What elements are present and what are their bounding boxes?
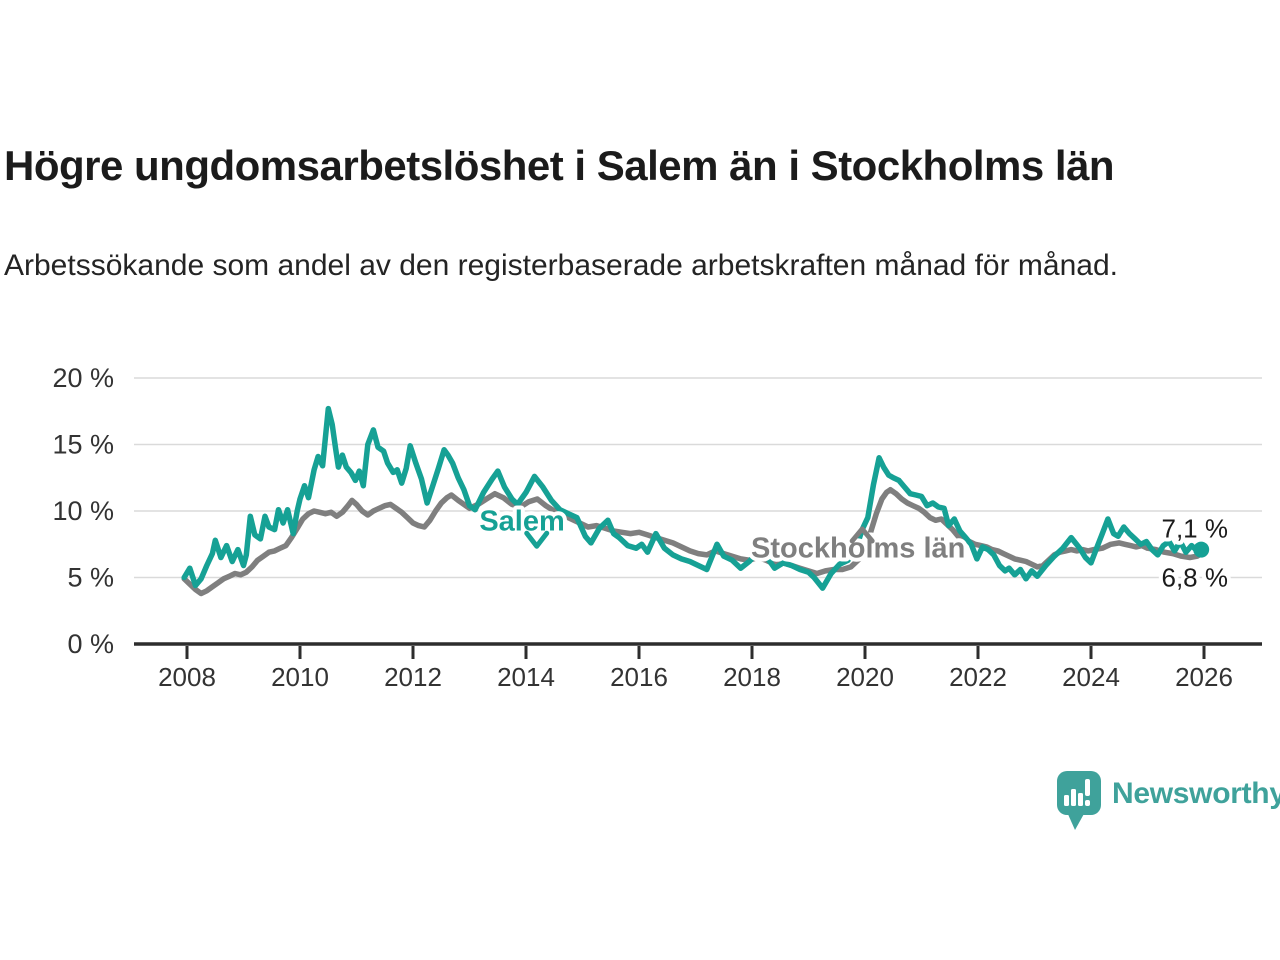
- x-axis-tick-label: 2014: [497, 662, 555, 692]
- series-line-stockholms-lan: [181, 486, 1204, 597]
- x-axis-tick-label: 2026: [1175, 662, 1233, 692]
- newsworthy-logo: Newsworthy: [1056, 770, 1280, 832]
- x-axis-tick-label: 2018: [723, 662, 781, 692]
- x-axis-tick-label: 2024: [1062, 662, 1120, 692]
- end-value-label-salem: 7,1 %: [1162, 514, 1229, 544]
- series-caret-icon: [524, 530, 550, 549]
- x-axis-tick-label: 2016: [610, 662, 668, 692]
- y-axis-tick-label: 15 %: [52, 430, 114, 460]
- y-axis-tick-label: 10 %: [52, 496, 114, 526]
- x-axis-tick-label: 2012: [384, 662, 442, 692]
- series-label-salem: Salem: [479, 505, 564, 537]
- page-subtitle: Arbetssökande som andel av den registerb…: [4, 249, 1118, 282]
- y-axis-tick-label: 20 %: [52, 363, 114, 393]
- series-caret-icon: [849, 526, 875, 544]
- x-axis-tick-label: 2010: [271, 662, 329, 692]
- x-axis-tick-label: 2008: [158, 662, 216, 692]
- page-title: Högre ungdomsarbetslöshet i Salem än i S…: [4, 142, 1115, 189]
- y-axis-tick-label: 0 %: [67, 629, 114, 659]
- newsworthy-bubble-chart-icon: [1057, 771, 1101, 830]
- series-end-dot: [1193, 541, 1210, 558]
- end-value-label-stockholms-lan: 6,8 %: [1162, 563, 1229, 593]
- newsworthy-wordmark: Newsworthy: [1112, 777, 1280, 810]
- x-axis-tick-label: 2022: [949, 662, 1007, 692]
- x-axis-tick-label: 2020: [836, 662, 894, 692]
- y-axis-tick-label: 5 %: [67, 563, 114, 593]
- series-line-salem: [181, 405, 1204, 591]
